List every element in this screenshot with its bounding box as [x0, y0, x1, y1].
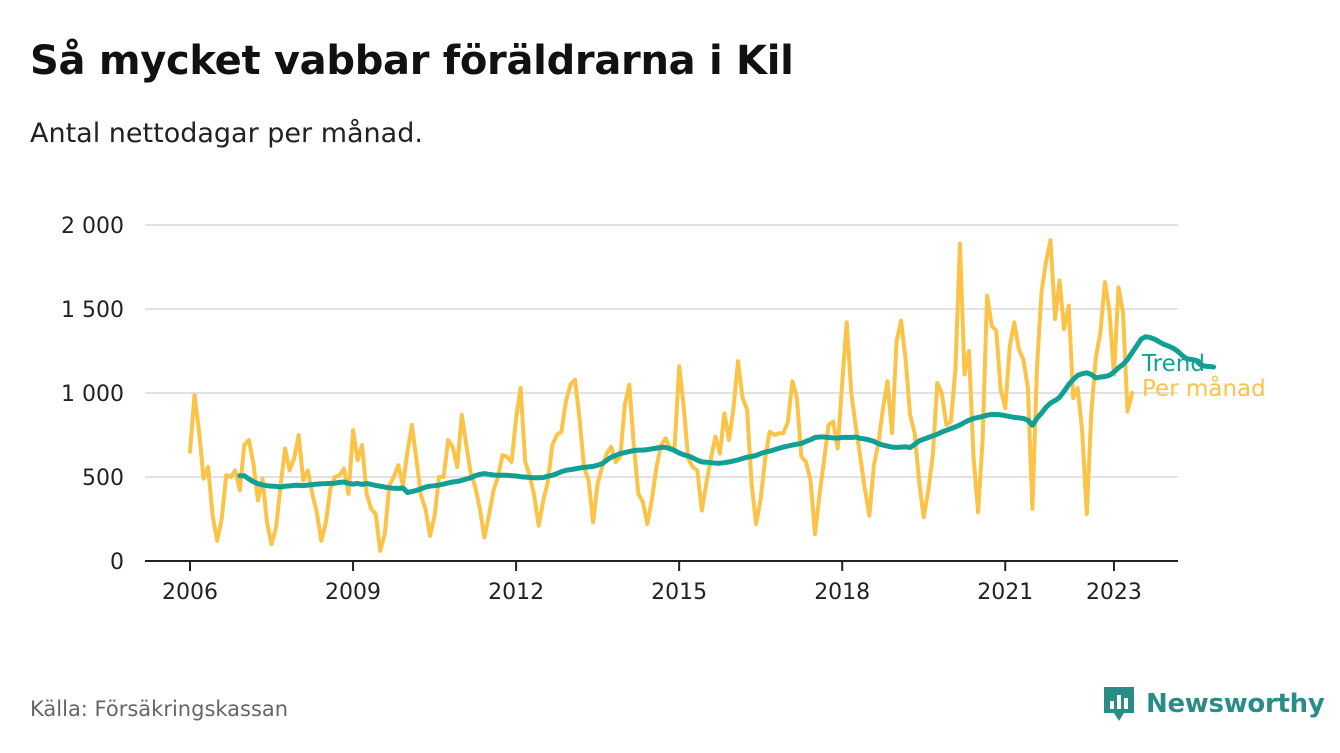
y-tick-label: 500 — [82, 466, 124, 491]
brand-logo[interactable]: Newsworthy — [1102, 684, 1325, 724]
series-lines — [188, 238, 1217, 553]
x-tick-label: 2015 — [651, 580, 707, 605]
x-axis: 2006 2009 2012 2015 2018 2021 2023 — [145, 560, 1178, 605]
series-label-per-month: Per månad — [1142, 374, 1266, 402]
x-tick-label: 2021 — [977, 580, 1033, 605]
series-label-trend: Trend — [1141, 351, 1205, 377]
x-tick-label: 2018 — [814, 580, 870, 605]
x-tick-label: 2012 — [488, 580, 544, 605]
y-tick-label: 2 000 — [61, 214, 124, 239]
x-tick-label: 2023 — [1086, 580, 1142, 605]
chart-subtitle: Antal nettodagar per månad. — [30, 118, 423, 149]
y-tick-label: 0 — [110, 550, 124, 575]
y-tick-label: 1 000 — [61, 382, 124, 407]
chart-title: Så mycket vabbar föräldrarna i Kil — [30, 38, 794, 84]
x-tick-label: 2009 — [325, 580, 381, 605]
brand-name: Newsworthy — [1146, 689, 1325, 719]
x-tick-label: 2006 — [162, 580, 218, 605]
y-tick-label: 1 500 — [61, 298, 124, 323]
series-line-trend — [237, 334, 1217, 495]
series-line-per-month — [188, 238, 1135, 553]
newsworthy-logo-icon — [1104, 687, 1134, 721]
y-axis-ticks: 0 500 1 000 1 500 2 000 — [61, 214, 124, 575]
source-note: Källa: Försäkringskassan — [30, 697, 289, 721]
